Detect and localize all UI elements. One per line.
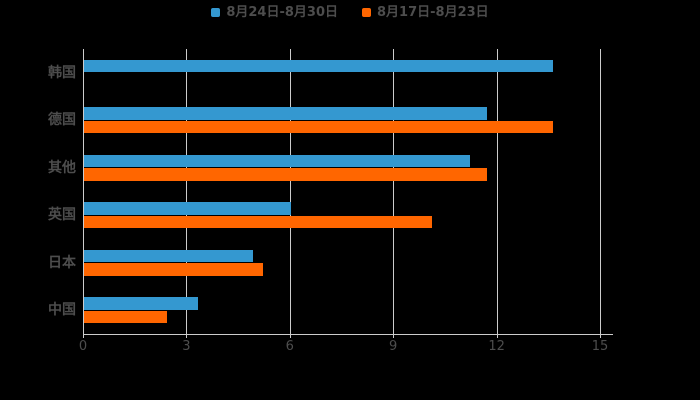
gridline-x12: [496, 49, 498, 334]
category-label-4: 日本: [48, 254, 76, 271]
bar-s0-c2[interactable]: [84, 154, 471, 168]
category-label-0: 韩国: [48, 64, 76, 81]
x-axis-tick: [393, 334, 395, 338]
bar-s1-c5[interactable]: [84, 310, 167, 324]
legend: 8月24日-8月30日 8月17日-8月23日: [0, 6, 700, 19]
x-axis-tick: [496, 334, 498, 338]
bar-s0-c4[interactable]: [84, 249, 253, 263]
x-tick-label: 9: [389, 339, 398, 354]
gridline-x15: [600, 49, 601, 334]
x-axis-tick: [600, 334, 601, 338]
x-tick-label: 0: [78, 339, 88, 354]
x-tick-label: 6: [285, 339, 294, 354]
gridline-x0: [83, 49, 84, 334]
category-label-1: 德国: [48, 112, 76, 129]
x-axis-tick: [289, 334, 291, 338]
bar-s1-c2[interactable]: [84, 168, 488, 181]
gridline-x9: [393, 49, 395, 334]
legend-label: 8月24日-8月30日: [226, 5, 338, 20]
category-label-2: 其他: [48, 159, 76, 176]
legend-item-week-aug17-23[interactable]: 8月17日-8月23日: [362, 6, 489, 19]
x-axis-tick: [186, 334, 188, 338]
gridline-x6: [289, 49, 291, 334]
bar-s1-c1[interactable]: [84, 120, 553, 134]
legend-item-week-aug24-30[interactable]: 8月24日-8月30日: [211, 6, 338, 19]
category-label-5: 中国: [48, 302, 76, 319]
bar-s1-c4[interactable]: [84, 263, 264, 276]
legend-marker-orange-icon: [362, 8, 371, 17]
x-tick-label: 15: [591, 339, 609, 354]
x-axis-line: [83, 334, 613, 335]
x-tick-label: 12: [488, 339, 505, 354]
category-label-3: 英国: [48, 207, 76, 224]
gridline-x3: [186, 49, 188, 334]
x-axis-tick: [83, 334, 84, 338]
bar-s1-c3[interactable]: [84, 215, 433, 229]
bar-s0-c5[interactable]: [84, 297, 198, 310]
bar-s0-c3[interactable]: [84, 202, 291, 215]
legend-marker-blue-icon: [211, 8, 221, 17]
x-tick-label: 3: [182, 339, 191, 354]
legend-label: 8月17日-8月23日: [377, 5, 489, 20]
bar-s0-c0[interactable]: [84, 59, 553, 73]
bar-s0-c1[interactable]: [84, 107, 488, 120]
